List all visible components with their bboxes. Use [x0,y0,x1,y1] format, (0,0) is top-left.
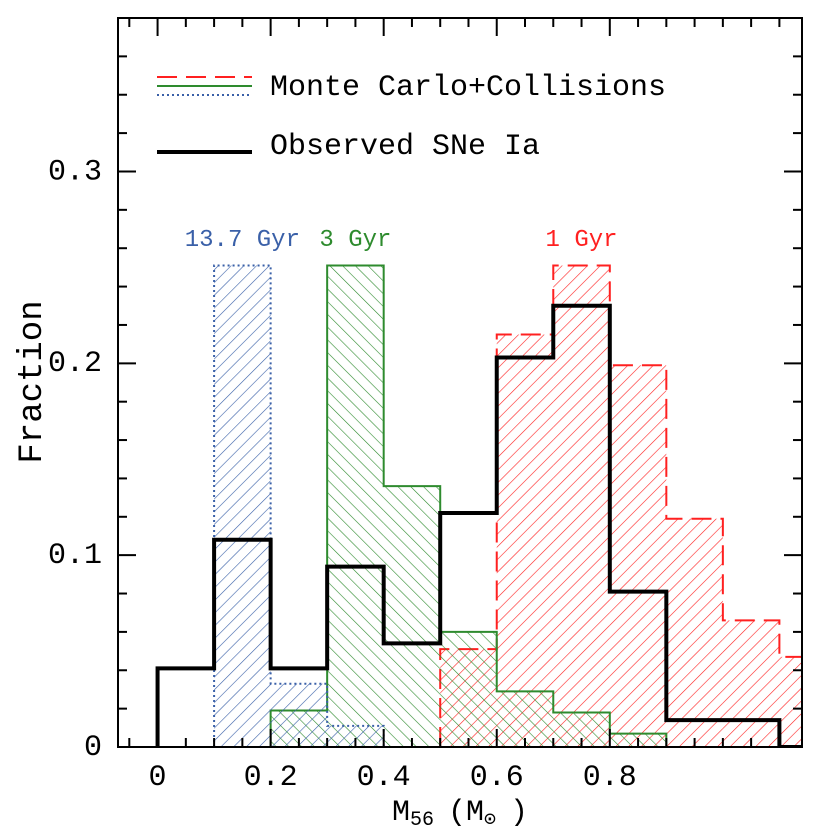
x-axis-label: M56 (M⊙) [392,796,528,832]
plot-area [155,264,802,747]
bar [553,265,610,747]
histogram-outline [155,303,802,747]
x-label-subscript: 56 [410,809,434,832]
x-label-subscript: ⊙ [484,809,496,832]
y-tick-label: 0.1 [48,539,102,573]
series-annotation: 13.7 Gyr [185,227,300,254]
bar [327,265,384,747]
bar [722,620,780,747]
bar [496,691,554,747]
x-tick-label: 0 [149,761,167,795]
histogram-outline [269,264,723,747]
bar [496,334,554,747]
bar [327,725,384,747]
bar [440,631,497,747]
x-tick-label: 0.4 [357,761,411,795]
histogram-outline [439,264,802,747]
x-label-part: M [392,796,410,830]
bar [214,265,271,747]
x-label-part: ) [510,796,528,830]
bar [270,683,328,747]
series-annotation: 1 Gyr [546,227,618,254]
bar [383,486,441,747]
bar [609,365,667,747]
bar [779,656,802,747]
legend-label: Observed SNe Ia [270,130,540,164]
y-tick-label: 0 [84,731,102,765]
x-tick-label: 0.8 [583,761,637,795]
y-tick-label: 0.3 [48,155,102,189]
y-axis-label: Fraction [14,300,52,463]
x-tick-label: 0.2 [244,761,298,795]
series-annotation: 3 Gyr [319,227,391,254]
legend-label: Monte Carlo+Collisions [270,71,666,105]
bar [666,518,723,747]
x-label-part: (M [448,796,484,830]
plot-frame [117,17,803,748]
y-tick-label: 0.2 [48,347,102,381]
x-tick-label: 0.6 [470,761,524,795]
